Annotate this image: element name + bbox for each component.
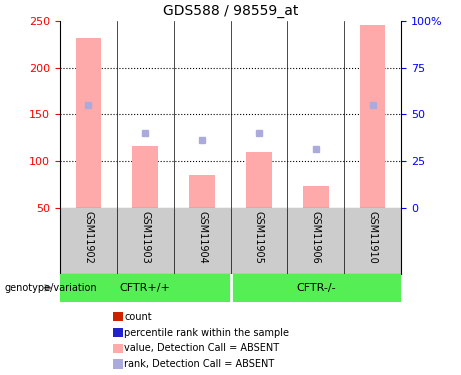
Text: GSM11904: GSM11904 [197,211,207,264]
Text: CFTR+/+: CFTR+/+ [120,283,171,293]
Bar [246,152,272,208]
Text: rank, Detection Call = ABSENT: rank, Detection Call = ABSENT [124,359,275,369]
Text: GSM11910: GSM11910 [367,211,378,264]
Bar [60,274,230,302]
Bar [189,176,215,208]
Bar [303,186,329,208]
Text: GSM11903: GSM11903 [140,211,150,264]
Text: GSM11906: GSM11906 [311,211,321,264]
Bar [360,26,385,208]
Text: GSM11902: GSM11902 [83,211,94,264]
Text: GSM11905: GSM11905 [254,211,264,264]
Bar [76,38,101,208]
Bar [132,146,158,208]
Text: CFTR-/-: CFTR-/- [296,283,336,293]
Bar [230,274,401,302]
Text: percentile rank within the sample: percentile rank within the sample [124,328,290,338]
Text: value, Detection Call = ABSENT: value, Detection Call = ABSENT [124,344,279,353]
Title: GDS588 / 98559_at: GDS588 / 98559_at [163,4,298,18]
Text: genotype/variation: genotype/variation [5,283,97,293]
Text: count: count [124,312,152,322]
